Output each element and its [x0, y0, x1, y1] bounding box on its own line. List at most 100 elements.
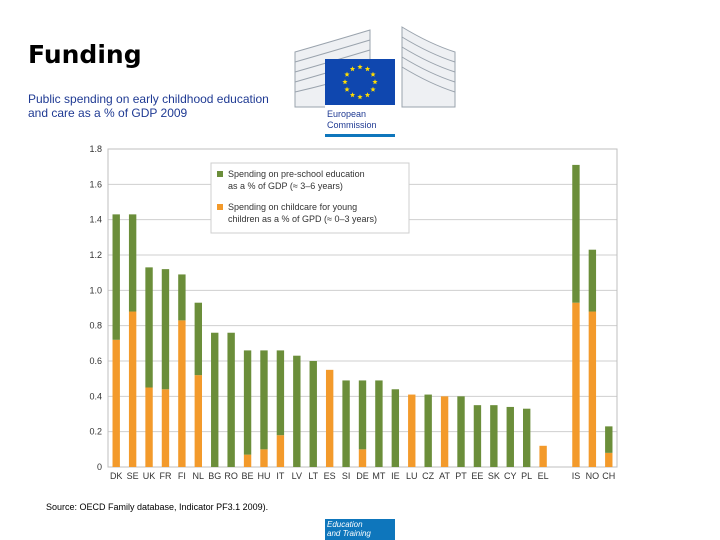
y-tick-label: 1.2	[89, 250, 102, 260]
bar-segment	[145, 387, 153, 467]
x-tick-label: CH	[602, 471, 615, 481]
y-tick-label: 0.8	[89, 321, 102, 331]
x-tick-label: LV	[292, 471, 302, 481]
bar-segment	[391, 389, 400, 467]
x-tick-label: CY	[504, 471, 517, 481]
page-subtitle: Public spending on early childhood educa…	[28, 92, 269, 120]
bar-segment	[128, 214, 137, 312]
bar-segment	[522, 408, 531, 467]
bar-segment	[440, 396, 449, 467]
bar-segment	[243, 350, 252, 455]
bar-segment	[260, 350, 268, 450]
bar-segment	[473, 405, 482, 467]
bar-segment	[194, 302, 203, 376]
star-icon	[370, 86, 376, 92]
x-tick-label: LT	[308, 471, 318, 481]
y-tick-label: 1.4	[89, 215, 102, 225]
x-tick-label: AT	[439, 471, 450, 481]
footer-line1: Education	[327, 520, 363, 529]
logo-text-commission: Commission	[327, 120, 377, 130]
legend-label: children as a % of GPD (≈ 0–3 years)	[228, 214, 377, 224]
star-icon	[344, 86, 350, 92]
star-icon	[342, 79, 348, 85]
bar-segment	[572, 302, 580, 467]
x-tick-label: DK	[110, 471, 123, 481]
x-tick-label: EL	[538, 471, 549, 481]
x-tick-label: SE	[127, 471, 139, 481]
bar-segment	[128, 311, 137, 467]
bar-segment	[572, 164, 580, 303]
x-tick-label: MT	[372, 471, 385, 481]
bar-segment	[424, 394, 432, 467]
bar-segment	[194, 375, 203, 467]
bar-segment	[243, 454, 252, 467]
x-tick-label: NO	[586, 471, 600, 481]
source-note: Source: OECD Family database, Indicator …	[46, 502, 269, 512]
y-tick-label: 1.6	[89, 179, 102, 189]
x-tick-label: EE	[471, 471, 483, 481]
bar-segment	[276, 350, 285, 436]
x-tick-label: DE	[356, 471, 369, 481]
bar-segment	[293, 355, 301, 467]
y-tick-label: 0.4	[89, 391, 102, 401]
x-tick-label: FI	[178, 471, 186, 481]
bar-segment	[112, 214, 120, 340]
x-tick-label: PT	[455, 471, 467, 481]
legend-label: Spending on pre-school education	[228, 169, 365, 179]
x-tick-label: ES	[324, 471, 336, 481]
star-icon	[364, 92, 371, 98]
bar-segment	[260, 449, 268, 467]
star-icon	[364, 66, 371, 72]
x-tick-label: SK	[488, 471, 500, 481]
x-tick-label: LU	[406, 471, 418, 481]
bar-segment	[490, 405, 498, 467]
bar-segment	[161, 389, 170, 467]
star-icon	[370, 71, 376, 77]
bar-segment	[227, 332, 235, 467]
legend-swatch	[217, 204, 223, 210]
bar-segment	[325, 369, 334, 467]
bar-segment	[112, 339, 120, 467]
education-training-footer: Education and Training	[325, 519, 395, 540]
bar-segment	[588, 311, 597, 467]
x-tick-label: NL	[193, 471, 205, 481]
bar-segment	[342, 380, 350, 467]
bar-segment	[408, 394, 416, 467]
y-tick-label: 0.2	[89, 427, 102, 437]
legend	[210, 162, 410, 234]
bar-segment	[358, 449, 367, 467]
x-tick-label: RO	[224, 471, 238, 481]
bar-segment	[539, 445, 547, 467]
bar-segment	[309, 361, 317, 467]
footer-line2: and Training	[327, 529, 371, 538]
x-tick-label: PL	[521, 471, 532, 481]
bar-segment	[588, 249, 597, 312]
bar-segment	[178, 274, 186, 321]
y-tick-label: 0.6	[89, 356, 102, 366]
x-tick-label: HU	[257, 471, 270, 481]
star-icon	[357, 94, 363, 100]
bar-segment	[358, 380, 367, 450]
x-tick-label: IE	[391, 471, 400, 481]
star-icon	[344, 71, 350, 77]
x-tick-label: IS	[572, 471, 581, 481]
x-tick-label: UK	[143, 471, 156, 481]
y-tick-label: 0	[97, 462, 102, 472]
star-icon	[349, 66, 356, 72]
spending-chart: 0 0.2 0.4 0.6 0.8 1.0 1.2 1.4 1.6 1.8 DK SE UK FR FI NL…	[89, 144, 618, 481]
legend-swatch	[217, 171, 223, 177]
logo-text-european: European	[327, 109, 366, 119]
bar-segment	[178, 320, 186, 467]
x-tick-label: BG	[208, 471, 221, 481]
star-icon	[357, 64, 363, 70]
page-title: Funding	[28, 40, 142, 69]
bar-segment	[211, 332, 219, 467]
bar-segment	[605, 426, 613, 453]
star-icon	[349, 92, 356, 98]
legend-label: Spending on childcare for young	[228, 202, 357, 212]
bar-segment	[276, 435, 285, 467]
legend-label: as a % of GDP (≈ 3–6 years)	[228, 181, 343, 191]
x-tick-label: CZ	[422, 471, 434, 481]
bar-segment	[457, 396, 465, 467]
x-tick-label: SI	[342, 471, 351, 481]
